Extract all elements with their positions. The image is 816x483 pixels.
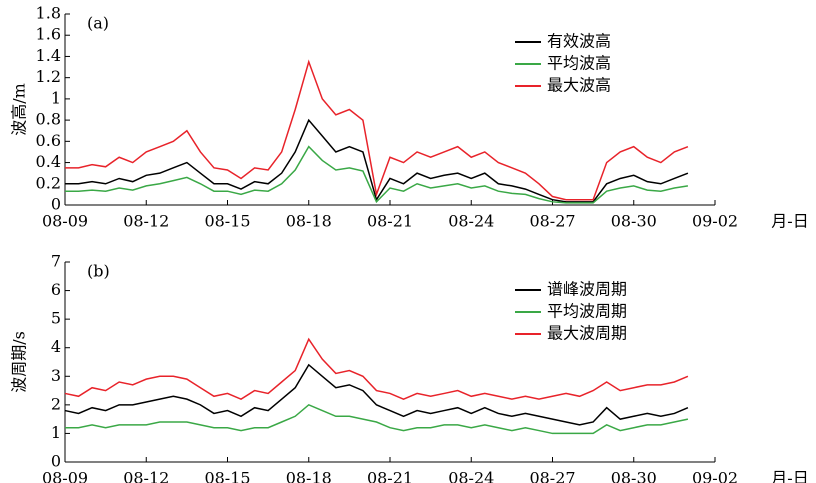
y-tick-label: 0.6 [36,131,61,150]
y-tick-label: 1.6 [36,25,61,44]
legend-label: 平均波周期 [547,302,627,321]
legend-label: 最大波高 [547,76,611,95]
x-axis-label: 月-日 [771,469,808,483]
x-tick-label: 08-15 [204,212,250,231]
x-tick-label: 08-09 [42,212,88,231]
x-tick-label: 08-24 [448,212,494,231]
y-tick-label: 6 [51,280,61,299]
y-axis-label: 波周期/s [10,331,29,393]
x-tick-label: 09-02 [692,469,738,483]
y-tick-label: 5 [51,309,61,328]
legend-label: 有效波高 [547,32,611,51]
legend-label: 谱峰波周期 [547,280,627,299]
x-tick-label: 08-24 [448,469,494,483]
y-tick-label: 1.4 [36,46,61,65]
x-tick-label: 08-21 [367,469,413,483]
x-tick-label: 08-18 [286,469,332,483]
data-line [65,118,689,203]
x-tick-label: 08-12 [123,469,169,483]
x-tick-label: 08-18 [286,212,332,231]
data-line [65,145,689,204]
y-tick-label: 0.2 [36,173,61,192]
y-tick-label: 0.8 [36,110,61,129]
x-tick-label: 09-02 [692,212,738,231]
x-tick-label: 08-09 [42,469,88,483]
data-line [64,363,689,426]
x-tick-label: 08-30 [611,212,657,231]
y-tick-label: 1 [51,423,61,442]
y-tick-label: 2 [51,394,61,413]
x-tick-label: 08-30 [611,469,657,483]
legend-label: 平均波高 [547,54,611,73]
data-line [65,59,689,201]
x-tick-label: 08-12 [123,212,169,231]
y-tick-label: 4 [51,337,61,356]
y-tick-label: 1 [51,88,61,107]
panel-label: (b) [87,262,110,281]
y-tick-label: 1.8 [36,4,61,23]
x-tick-label: 08-27 [529,212,575,231]
x-tick-label: 08-27 [529,469,575,483]
data-line [65,403,689,435]
data-line [64,337,689,400]
panel-label: (a) [87,14,109,33]
x-axis-label: 月-日 [771,212,808,231]
y-tick-label: 3 [51,366,61,385]
legend-label: 最大波周期 [547,324,627,343]
y-axis-label: 波高/m [10,83,29,136]
y-tick-label: 1.2 [36,67,61,86]
x-tick-label: 08-15 [204,469,250,483]
y-tick-label: 0.4 [36,152,61,171]
x-tick-label: 08-21 [367,212,413,231]
y-tick-label: 7 [51,252,61,271]
y-tick-label: 0 [51,452,61,471]
y-tick-label: 0 [51,195,61,214]
